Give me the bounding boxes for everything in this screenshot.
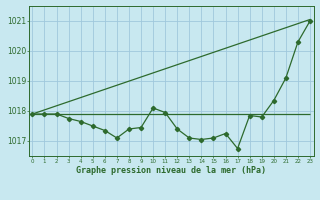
X-axis label: Graphe pression niveau de la mer (hPa): Graphe pression niveau de la mer (hPa) — [76, 166, 266, 175]
